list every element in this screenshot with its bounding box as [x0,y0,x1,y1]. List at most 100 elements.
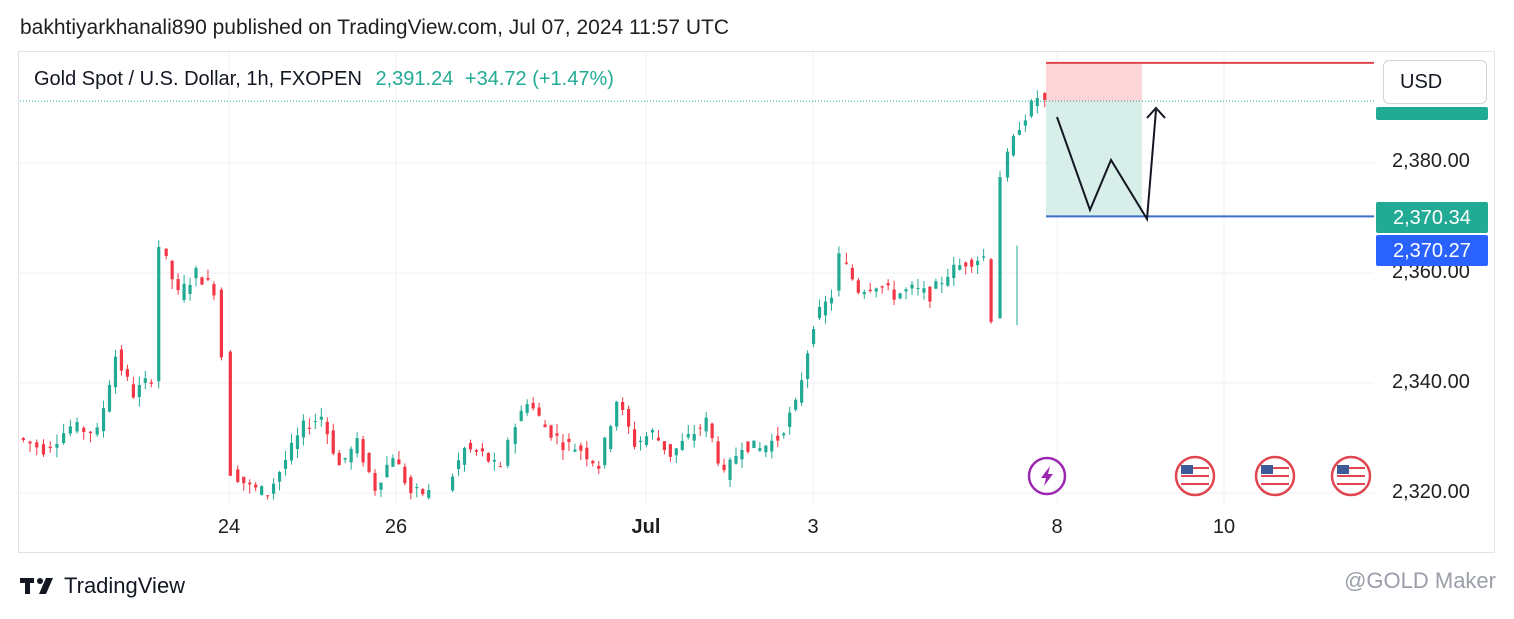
candle-down[interactable] [844,262,848,264]
candle-down[interactable] [480,448,485,452]
candle-up[interactable] [916,288,920,290]
candle-up[interactable] [952,264,956,279]
candle-up[interactable] [800,380,804,403]
candle-up[interactable] [385,464,389,478]
candle-down[interactable] [716,441,720,464]
candle-up[interactable] [289,442,294,461]
candle-up[interactable] [794,399,798,410]
candle-down[interactable] [585,447,589,460]
candle-up[interactable] [182,283,186,300]
candle-down[interactable] [88,431,93,434]
candle-up[interactable] [998,177,1002,319]
candle-down[interactable] [746,441,750,452]
candle-up[interactable] [55,443,59,448]
candle-up[interactable] [806,353,810,379]
candle-down[interactable] [325,421,329,435]
candle-up[interactable] [62,433,66,444]
candle-down[interactable] [597,465,601,469]
candle-down[interactable] [776,435,780,441]
candle-up[interactable] [456,460,461,470]
candle-up[interactable] [758,448,762,451]
candle-down[interactable] [331,430,335,454]
candle-down[interactable] [212,284,216,296]
candle-down[interactable] [397,459,401,465]
candle-down[interactable] [421,489,425,495]
candle-down[interactable] [119,349,124,371]
candle-down[interactable] [228,351,232,476]
candle-up[interactable] [817,306,822,319]
candle-up[interactable] [137,384,141,398]
candle-down[interactable] [170,260,174,280]
candle-up[interactable] [874,288,878,292]
candle-down[interactable] [850,267,854,280]
candle-down[interactable] [698,427,702,429]
candle-down[interactable] [149,382,153,384]
candle-up[interactable] [1029,100,1033,117]
candle-down[interactable] [567,438,571,443]
candle-up[interactable] [904,289,908,292]
candle-up[interactable] [609,426,613,450]
tradingview-logo[interactable]: TradingView [20,573,185,599]
candle-down[interactable] [498,466,502,468]
candle-down[interactable] [200,277,204,285]
candle-up[interactable] [379,482,383,490]
candle-up[interactable] [301,420,306,438]
candle-down[interactable] [35,442,39,448]
candle-down[interactable] [254,484,258,488]
candle-up[interactable] [692,434,696,441]
candle-up[interactable] [113,356,118,388]
candle-up[interactable] [910,284,914,289]
candle-up[interactable] [519,410,523,422]
candle-down[interactable] [710,423,714,439]
candle-down[interactable] [41,444,46,455]
candle-down[interactable] [856,280,860,293]
candle-down[interactable] [468,442,473,450]
candle-up[interactable] [343,457,347,460]
candle-down[interactable] [561,442,565,451]
candle-up[interactable] [194,268,198,279]
candle-up[interactable] [638,440,643,442]
candle-down[interactable] [409,477,413,494]
candle-up[interactable] [940,283,944,285]
candle-up[interactable] [68,426,72,434]
candle-up[interactable] [976,260,980,266]
candle-down[interactable] [621,401,625,410]
candle-down[interactable] [219,289,223,358]
candle-up[interactable] [450,476,455,491]
currency-button[interactable]: USD [1383,60,1487,104]
candle-down[interactable] [248,482,252,485]
candle-down[interactable] [591,460,595,464]
candle-up[interactable] [946,276,950,286]
candle-down[interactable] [28,441,32,444]
candle-down[interactable] [474,450,479,452]
candle-up[interactable] [157,246,161,382]
candle-up[interactable] [295,435,300,450]
candle-down[interactable] [531,402,535,409]
candle-up[interactable] [101,408,106,432]
candle-up[interactable] [349,448,353,463]
candle-up[interactable] [650,429,655,433]
candle-up[interactable] [319,416,323,420]
candle-up[interactable] [355,438,359,454]
candle-up[interactable] [427,490,431,498]
candle-up[interactable] [615,401,619,427]
candle-down[interactable] [373,473,377,491]
candle-up[interactable] [1017,130,1022,135]
candle-up[interactable] [603,437,607,466]
candle-up[interactable] [837,253,841,291]
candle-up[interactable] [862,292,866,295]
candle-up[interactable] [1023,120,1027,126]
candle-up[interactable] [415,487,419,489]
candle-down[interactable] [236,469,240,482]
candle-up[interactable] [788,412,792,427]
candle-up[interactable] [740,449,744,460]
candle-down[interactable] [549,425,553,438]
candle-down[interactable] [886,283,890,286]
candle-up[interactable] [1035,98,1039,107]
candle-down[interactable] [868,289,872,292]
candle-down[interactable] [307,427,311,429]
candle-up[interactable] [982,256,986,258]
candle-down[interactable] [125,369,129,377]
candle-up[interactable] [513,427,517,444]
